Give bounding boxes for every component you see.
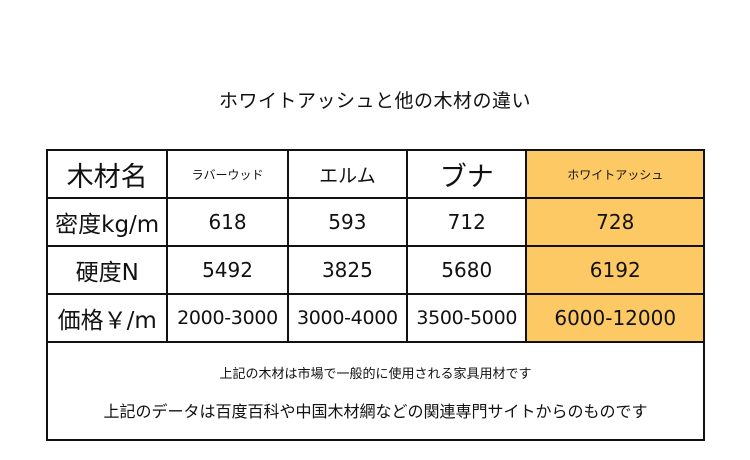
- table-cell: 712: [406, 197, 528, 247]
- table-cell: 5492: [166, 245, 289, 295]
- wood-comparison-table: 木材名 ラバーウッド エルム ブナ ホワイトアッシュ 密度kg/m 618 59…: [45, 149, 705, 441]
- header-elm: エルム: [286, 149, 409, 199]
- table-cell: 3825: [286, 245, 409, 295]
- notes-cell: 上記の木材は市場で一般的に使用される家具用材です 上記のデータは百度百科や中国木…: [46, 341, 705, 441]
- table-cell: 3500-5000: [406, 293, 528, 343]
- table-cell: 618: [166, 197, 289, 247]
- table-cell: 593: [286, 197, 409, 247]
- row-label-hardness: 硬度N: [45, 245, 169, 295]
- header-rubberwood: ラバーウッド: [166, 149, 289, 199]
- notes-row: 上記の木材は市場で一般的に使用される家具用材です 上記のデータは百度百科や中国木…: [46, 341, 705, 441]
- header-white-ash: ホワイトアッシュ: [525, 149, 705, 199]
- table-row: 密度kg/m 618 593 712 728: [45, 197, 705, 247]
- table-header-row: 木材名 ラバーウッド エルム ブナ ホワイトアッシュ: [45, 149, 705, 199]
- note-data-source: 上記のデータは百度百科や中国木材網などの関連専門サイトからのものです: [103, 401, 648, 421]
- page-title: ホワイトアッシュと他の木材の違い: [218, 90, 531, 112]
- table-cell: 5680: [406, 245, 528, 295]
- table-row: 硬度N 5492 3825 5680 6192: [45, 245, 705, 295]
- row-label-price: 価格￥/m: [45, 293, 169, 343]
- row-label-density: 密度kg/m: [45, 197, 169, 247]
- table-cell: 2000-3000: [166, 293, 289, 343]
- header-beech: ブナ: [406, 149, 528, 199]
- header-label: 木材名: [45, 149, 169, 199]
- table-cell-highlight: 6000-12000: [525, 293, 705, 343]
- table-cell: 3000-4000: [286, 293, 409, 343]
- table-row: 価格￥/m 2000-3000 3000-4000 3500-5000 6000…: [45, 293, 705, 343]
- note-market-use: 上記の木材は市場で一般的に使用される家具用材です: [219, 366, 532, 382]
- table-cell-highlight: 728: [525, 197, 705, 247]
- table-cell-highlight: 6192: [525, 245, 705, 295]
